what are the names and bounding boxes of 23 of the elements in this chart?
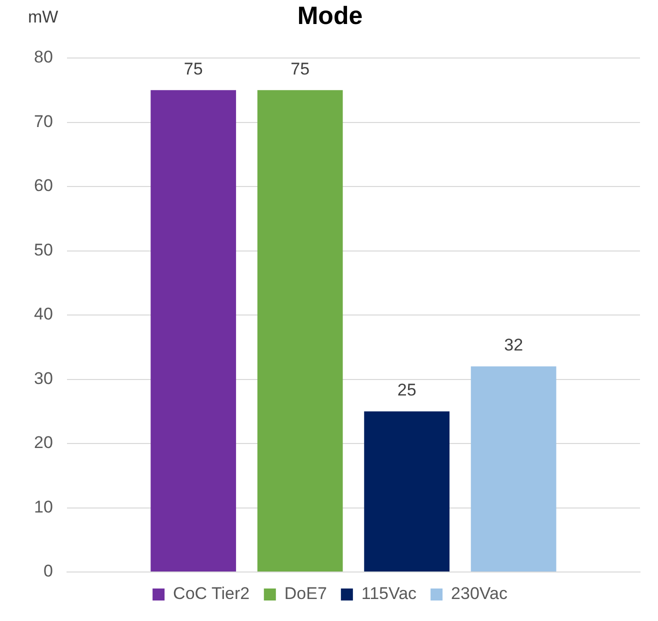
legend-label: 115Vac xyxy=(361,584,418,604)
legend-label: 230Vac xyxy=(451,584,508,604)
y-tick-label: 70 xyxy=(34,112,53,131)
bar xyxy=(257,90,343,572)
legend-label: DoE7 xyxy=(284,584,327,604)
data-label: 75 xyxy=(290,59,310,78)
y-tick-label: 0 xyxy=(43,562,53,581)
bar xyxy=(364,411,450,572)
bar xyxy=(150,90,236,572)
data-label: 32 xyxy=(504,336,524,355)
y-tick-label: 10 xyxy=(34,497,53,516)
y-tick-label: 30 xyxy=(34,368,53,388)
data-label: 25 xyxy=(397,380,416,400)
chart-title: Mode xyxy=(297,2,363,30)
y-tick-label: 80 xyxy=(34,48,53,67)
y-tick-label: 50 xyxy=(34,240,53,260)
legend-label: CoC Tier2 xyxy=(173,584,250,604)
y-tick-label: 20 xyxy=(34,433,53,452)
y-tick-label: 40 xyxy=(34,304,53,324)
y-axis-title: mW xyxy=(28,8,58,27)
data-label: 75 xyxy=(184,59,203,78)
bar xyxy=(470,366,556,572)
y-tick-label: 60 xyxy=(34,176,53,196)
